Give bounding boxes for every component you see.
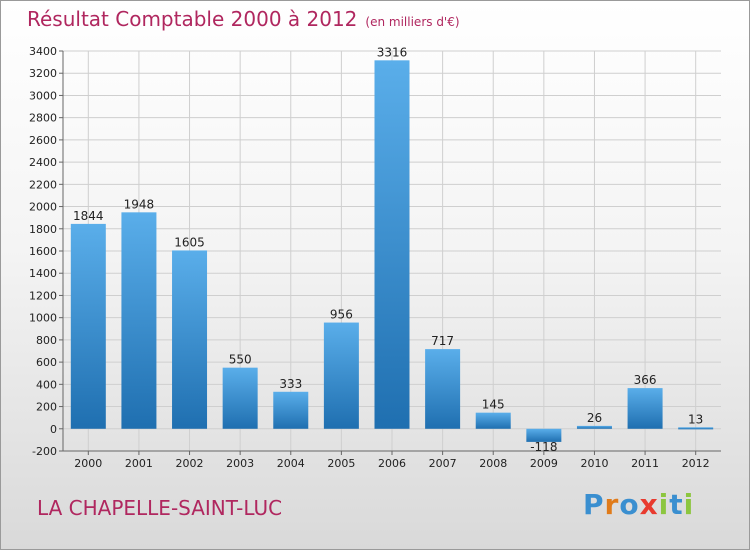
data-label: 366 bbox=[634, 373, 657, 387]
bar-2004 bbox=[273, 391, 309, 429]
bar-2002 bbox=[172, 250, 208, 429]
chart-title: Résultat Comptable 2000 à 2012 (en millie… bbox=[27, 7, 460, 31]
bar-2005 bbox=[323, 322, 359, 429]
logo-letter: i bbox=[658, 488, 670, 521]
logo-letter: i bbox=[683, 488, 695, 521]
chart-title-text: Résultat Comptable 2000 à 2012 bbox=[27, 7, 358, 31]
chart-unit: (en milliers d'€) bbox=[365, 15, 460, 29]
x-tick-label: 2007 bbox=[429, 457, 457, 470]
x-tick-label: 2010 bbox=[580, 457, 608, 470]
x-tick-label: 2012 bbox=[682, 457, 710, 470]
data-label: 956 bbox=[330, 308, 353, 322]
logo-letter: P bbox=[583, 488, 605, 521]
bar-2009 bbox=[526, 428, 562, 442]
x-tick-label: 2000 bbox=[74, 457, 102, 470]
proxiti-logo: Proxiti bbox=[583, 488, 694, 521]
bar-2001 bbox=[121, 212, 157, 429]
data-label: 1844 bbox=[73, 209, 104, 223]
logo-letter: r bbox=[604, 488, 620, 521]
bar-2006 bbox=[374, 60, 410, 429]
y-tick-label: 800 bbox=[36, 334, 57, 347]
x-tick-label: 2008 bbox=[479, 457, 507, 470]
logo-letter: x bbox=[639, 488, 659, 521]
y-tick-label: 3000 bbox=[29, 89, 57, 102]
data-label: 26 bbox=[587, 411, 602, 425]
bar-2000 bbox=[70, 223, 106, 429]
bar-2010 bbox=[576, 425, 612, 429]
x-tick-label: 2003 bbox=[226, 457, 254, 470]
bar-2003 bbox=[222, 367, 258, 429]
axes: -200 0 200 400 600 800 1000 1200 1400 1600 1800 200… bbox=[29, 45, 721, 470]
logo-letter: o bbox=[619, 488, 640, 521]
data-label: 717 bbox=[431, 334, 454, 348]
bar-2012 bbox=[678, 427, 714, 430]
y-tick-label: 3400 bbox=[29, 45, 57, 58]
y-tick-label: 3200 bbox=[29, 67, 57, 80]
data-label: 1605 bbox=[174, 235, 205, 249]
bar-2007 bbox=[425, 349, 461, 429]
logo-letter: t bbox=[669, 488, 684, 521]
data-label: 550 bbox=[229, 353, 252, 367]
commune-name: LA CHAPELLE-SAINT-LUC bbox=[37, 496, 283, 520]
y-tick-label: 1800 bbox=[29, 223, 57, 236]
y-tick-label: 2400 bbox=[29, 156, 57, 169]
x-tick-label: 2002 bbox=[176, 457, 204, 470]
y-tick-label: 2800 bbox=[29, 112, 57, 125]
x-tick-label: 2004 bbox=[277, 457, 305, 470]
y-tick-label: 400 bbox=[36, 378, 57, 391]
y-tick-label: 0 bbox=[50, 423, 57, 436]
y-tick-label: 1000 bbox=[29, 312, 57, 325]
data-label: -118 bbox=[530, 440, 557, 454]
data-label: 333 bbox=[279, 377, 302, 391]
y-tick-label: 1400 bbox=[29, 267, 57, 280]
data-label: 1948 bbox=[124, 197, 155, 211]
y-tick-label: 200 bbox=[36, 401, 57, 414]
y-tick-label: 600 bbox=[36, 356, 57, 369]
data-label: 3316 bbox=[377, 45, 408, 59]
y-tick-label: 1200 bbox=[29, 289, 57, 302]
x-tick-label: 2005 bbox=[327, 457, 355, 470]
y-tick-label: 2000 bbox=[29, 201, 57, 214]
x-tick-label: 2006 bbox=[378, 457, 406, 470]
bar-2011 bbox=[627, 388, 663, 429]
data-label: 13 bbox=[688, 412, 703, 426]
x-tick-label: 2009 bbox=[530, 457, 558, 470]
data-labels: 1844 1948 1605 550 333 956 3316 717 145 -118 26 366… bbox=[73, 45, 703, 453]
y-tick-label: 1600 bbox=[29, 245, 57, 258]
bars bbox=[70, 60, 714, 442]
y-tick-label: 2200 bbox=[29, 178, 57, 191]
data-label: 145 bbox=[482, 398, 505, 412]
x-tick-label: 2011 bbox=[631, 457, 659, 470]
y-tick-label: -200 bbox=[32, 445, 57, 458]
y-tick-label: 2600 bbox=[29, 134, 57, 147]
x-tick-label: 2001 bbox=[125, 457, 153, 470]
bar-2008 bbox=[475, 412, 511, 429]
